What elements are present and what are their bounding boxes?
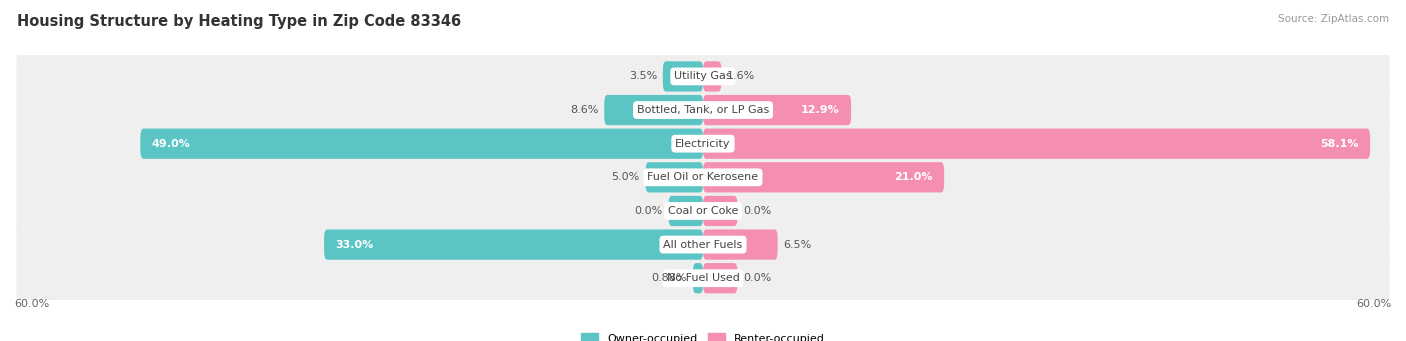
FancyBboxPatch shape: [703, 129, 1369, 159]
Text: 60.0%: 60.0%: [14, 299, 49, 309]
FancyBboxPatch shape: [703, 162, 945, 192]
Text: Utility Gas: Utility Gas: [675, 71, 731, 81]
FancyBboxPatch shape: [17, 220, 1389, 269]
Text: Fuel Oil or Kerosene: Fuel Oil or Kerosene: [647, 172, 759, 182]
FancyBboxPatch shape: [662, 61, 703, 91]
Text: 0.0%: 0.0%: [744, 273, 772, 283]
Text: 3.5%: 3.5%: [628, 71, 657, 81]
FancyBboxPatch shape: [645, 162, 703, 192]
Text: No Fuel Used: No Fuel Used: [666, 273, 740, 283]
FancyBboxPatch shape: [703, 263, 738, 293]
FancyBboxPatch shape: [17, 152, 1389, 202]
FancyBboxPatch shape: [605, 95, 703, 125]
Text: Housing Structure by Heating Type in Zip Code 83346: Housing Structure by Heating Type in Zip…: [17, 14, 461, 29]
FancyBboxPatch shape: [703, 229, 778, 260]
FancyBboxPatch shape: [703, 95, 851, 125]
FancyBboxPatch shape: [17, 253, 1389, 303]
Text: 49.0%: 49.0%: [152, 139, 191, 149]
Text: 58.1%: 58.1%: [1320, 139, 1358, 149]
Text: 60.0%: 60.0%: [1357, 299, 1392, 309]
Text: 0.0%: 0.0%: [634, 206, 662, 216]
Text: 8.6%: 8.6%: [571, 105, 599, 115]
Legend: Owner-occupied, Renter-occupied: Owner-occupied, Renter-occupied: [576, 329, 830, 341]
FancyBboxPatch shape: [17, 186, 1389, 236]
Text: 1.6%: 1.6%: [727, 71, 755, 81]
Text: 33.0%: 33.0%: [336, 240, 374, 250]
FancyBboxPatch shape: [693, 263, 703, 293]
Text: 0.88%: 0.88%: [651, 273, 688, 283]
Text: Electricity: Electricity: [675, 139, 731, 149]
Text: All other Fuels: All other Fuels: [664, 240, 742, 250]
Text: 6.5%: 6.5%: [783, 240, 811, 250]
FancyBboxPatch shape: [17, 119, 1389, 168]
Text: Coal or Coke: Coal or Coke: [668, 206, 738, 216]
Text: 21.0%: 21.0%: [894, 172, 932, 182]
Text: Source: ZipAtlas.com: Source: ZipAtlas.com: [1278, 14, 1389, 24]
FancyBboxPatch shape: [703, 61, 721, 91]
FancyBboxPatch shape: [703, 196, 738, 226]
Text: 12.9%: 12.9%: [801, 105, 839, 115]
Text: 5.0%: 5.0%: [612, 172, 640, 182]
FancyBboxPatch shape: [17, 85, 1389, 135]
FancyBboxPatch shape: [669, 196, 703, 226]
Text: 0.0%: 0.0%: [744, 206, 772, 216]
FancyBboxPatch shape: [323, 229, 703, 260]
FancyBboxPatch shape: [141, 129, 703, 159]
Text: Bottled, Tank, or LP Gas: Bottled, Tank, or LP Gas: [637, 105, 769, 115]
FancyBboxPatch shape: [17, 51, 1389, 101]
